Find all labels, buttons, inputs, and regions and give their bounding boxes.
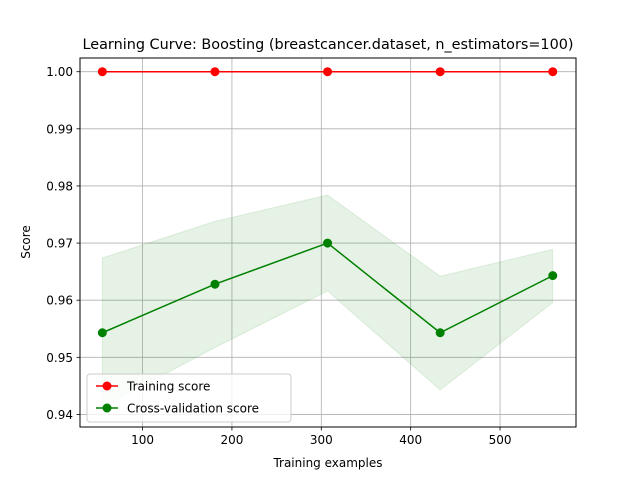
y-tick-label: 0.99: [46, 122, 73, 136]
y-tick-label: 1.00: [46, 65, 73, 79]
legend-label: Cross-validation score: [127, 402, 259, 416]
y-tick-label: 0.94: [46, 408, 73, 422]
x-axis-label: Training examples: [272, 456, 382, 470]
series-0-point: [210, 67, 220, 77]
series-0-point: [548, 67, 558, 77]
x-axis-ticks: 100 200 300 400 500: [131, 427, 511, 447]
x-tick-label: 200: [220, 433, 243, 447]
series-1-point: [210, 279, 220, 289]
y-tick-label: 0.95: [46, 351, 73, 365]
chart-title: Learning Curve: Boosting (breastcancer.d…: [82, 37, 573, 53]
y-axis-label: Score: [19, 225, 33, 259]
x-tick-label: 300: [310, 433, 333, 447]
series-0-point: [435, 67, 445, 77]
legend-marker: [102, 381, 112, 391]
y-tick-label: 0.98: [46, 179, 73, 193]
series-1-point: [323, 238, 333, 248]
y-axis-ticks: 0.94 0.95 0.96 0.97 0.98 0.99 1.00: [46, 65, 80, 422]
x-tick-label: 500: [489, 433, 512, 447]
series-0-point: [97, 67, 107, 77]
series-1-point: [435, 328, 445, 338]
series-0-point: [323, 67, 333, 77]
legend-label: Training score: [126, 380, 210, 394]
series-markers: [97, 67, 558, 338]
x-tick-label: 400: [399, 433, 422, 447]
legend: Training score Cross-validation score: [86, 373, 292, 423]
y-tick-label: 0.96: [46, 294, 73, 308]
y-tick-label: 0.97: [46, 237, 73, 251]
series-1-point: [97, 328, 107, 338]
plot-frame: [79, 57, 577, 428]
series-1-point: [548, 271, 558, 281]
x-tick-label: 100: [131, 433, 154, 447]
legend-marker: [102, 403, 112, 413]
series-1-band: [101, 194, 554, 408]
legend-box: [86, 373, 292, 423]
